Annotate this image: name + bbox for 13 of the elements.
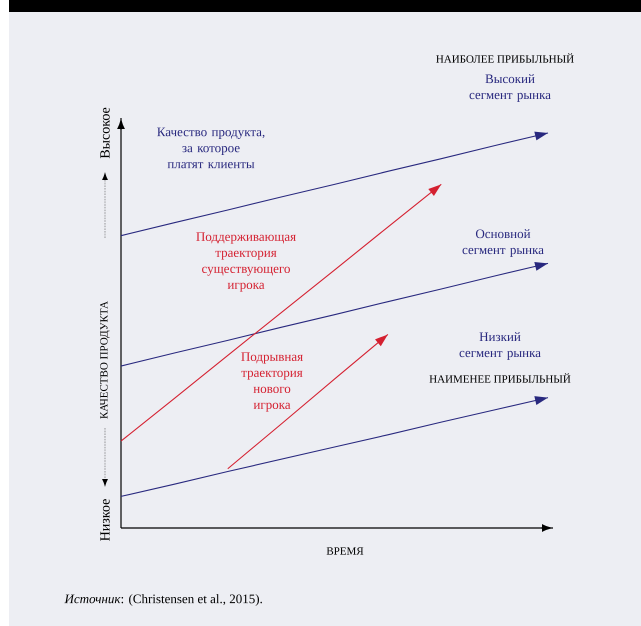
series-label: Поддерживающая траектория существующего игрока	[196, 232, 296, 292]
text: Высокий сегмент рынка	[470, 74, 551, 102]
text: Источник: (Christensen et al., 2015).	[64, 594, 262, 606]
y-axis-title: КАЧЕСТВО ПРОДУКТА	[100, 301, 110, 419]
text: Низкое	[100, 499, 110, 541]
annotation: Качество продукта, за которое платят клиенты	[157, 128, 264, 168]
series-label: Основной сегмент рынка	[462, 229, 544, 257]
x-axis-title: ВРЕМЯ	[326, 547, 364, 555]
series-label: Подрывная траектория нового игрока	[241, 352, 303, 412]
annotation: НАИМЕНЕЕ ПРИБЫЛЬНЫЙ	[430, 373, 570, 383]
text: Низкий сегмент рынка	[460, 332, 541, 360]
text: Высокое	[100, 108, 110, 158]
text: НАИБОЛЕЕ ПРИБЫЛЬНЫЙ	[436, 53, 574, 63]
